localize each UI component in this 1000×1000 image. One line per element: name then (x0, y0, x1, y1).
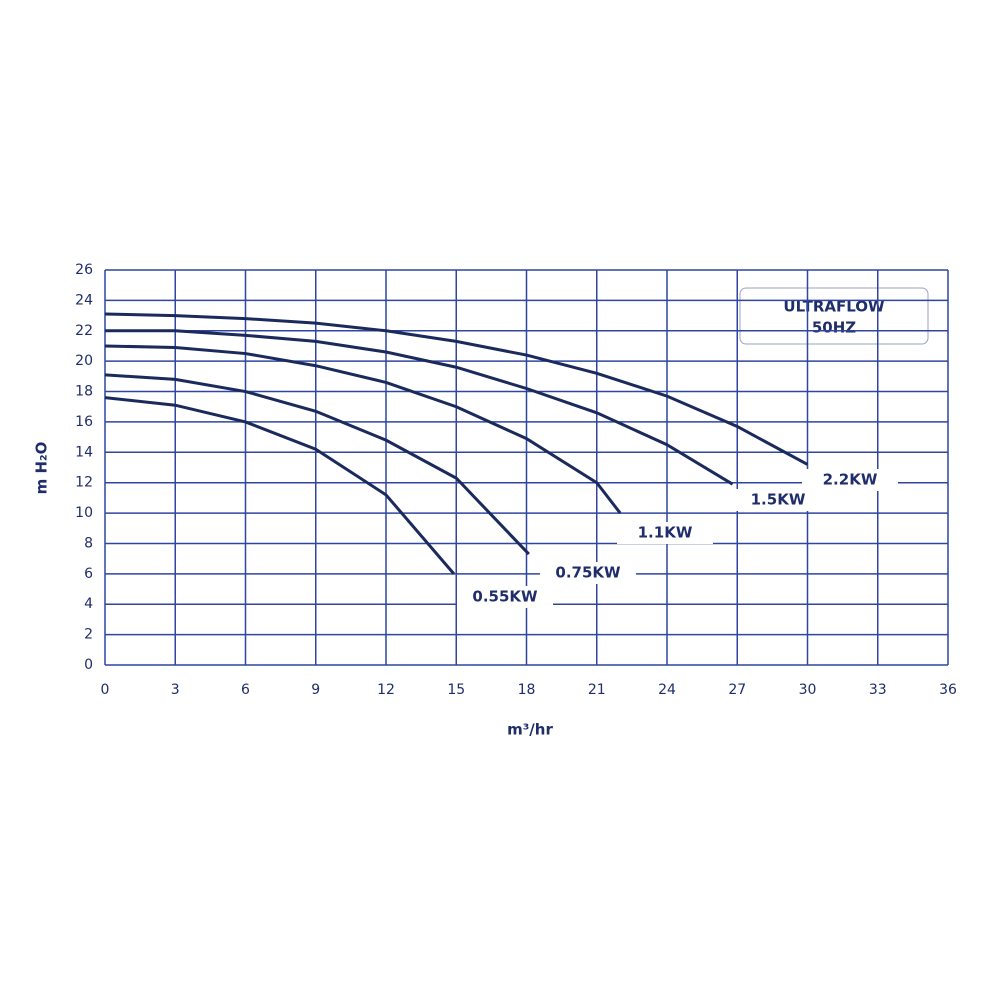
x-tick-label: 21 (588, 682, 606, 698)
x-tick-label: 15 (447, 682, 465, 698)
y-tick-label: 20 (75, 353, 93, 369)
series-label: 2.2KW (823, 471, 878, 489)
y-tick-label: 2 (84, 627, 93, 643)
y-tick-label: 14 (75, 444, 93, 460)
label-bg (802, 469, 898, 491)
y-tick-label: 22 (75, 323, 93, 339)
y-tick-label: 0 (84, 657, 93, 673)
x-tick-label: 18 (518, 682, 536, 698)
label-bg (457, 586, 553, 608)
line (105, 329, 734, 486)
x-axis-label: m³/hr (507, 721, 553, 739)
x-tick-label: 12 (377, 682, 395, 698)
y-tick-label: 8 (84, 535, 93, 551)
x-tick-label: 27 (728, 682, 746, 698)
x-tick-label: 36 (939, 682, 957, 698)
line (104, 312, 809, 466)
label-bg (540, 562, 636, 584)
chart-subtitle: 50HZ (812, 319, 856, 337)
y-tick-label: 16 (75, 414, 93, 430)
x-tick-label: 0 (101, 682, 110, 698)
y-tick-label: 12 (75, 475, 93, 491)
x-tick-label: 6 (241, 682, 250, 698)
y-tick-label: 6 (84, 566, 93, 582)
series-label: 0.75KW (555, 564, 621, 582)
x-tick-label: 3 (171, 682, 180, 698)
y-axis-label: m H₂O (33, 442, 51, 495)
line (104, 344, 622, 514)
series-label: 0.55KW (472, 588, 538, 606)
y-tick-label: 10 (75, 505, 93, 521)
x-tick-label: 9 (311, 682, 320, 698)
x-tick-label: 30 (799, 682, 817, 698)
title-box (739, 287, 929, 345)
x-tick-label: 24 (658, 682, 676, 698)
line (104, 396, 456, 575)
series-label: 1.5KW (751, 491, 806, 509)
y-tick-label: 24 (75, 292, 93, 308)
series-label: 1.1KW (638, 524, 693, 542)
line (104, 373, 530, 556)
x-tick-label: 33 (869, 682, 887, 698)
label-bg (617, 522, 713, 544)
chart-title: ULTRAFLOW (783, 298, 885, 316)
y-tick-label: 18 (75, 384, 93, 400)
label-bg (730, 489, 826, 511)
y-tick-label: 4 (84, 596, 93, 612)
y-tick-label: 26 (75, 262, 93, 278)
